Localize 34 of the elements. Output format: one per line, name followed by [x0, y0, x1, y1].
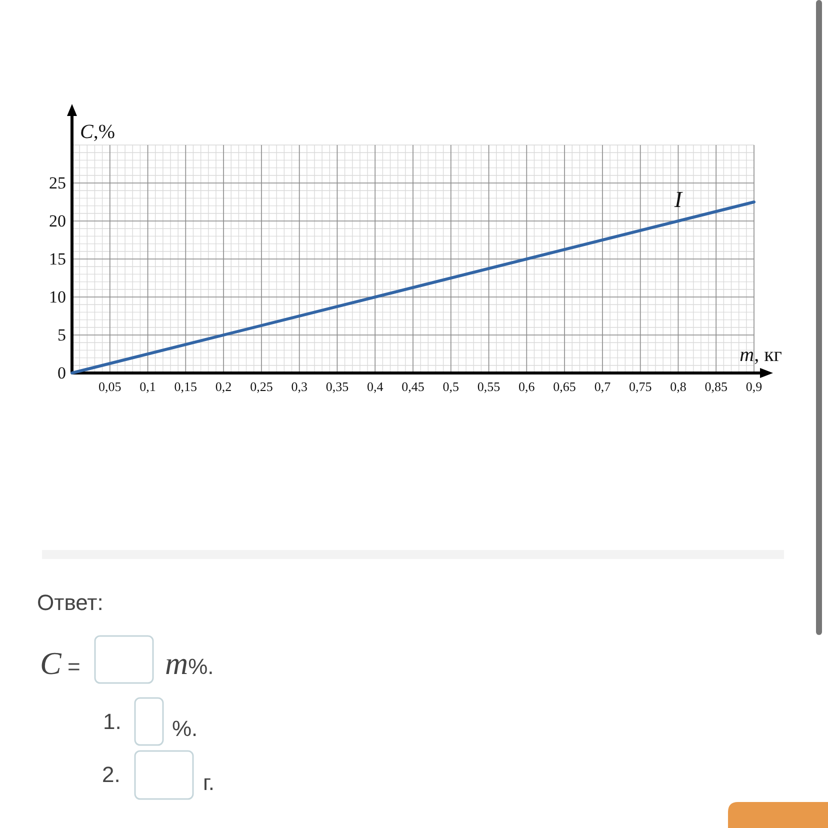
x-tick-label: 0,6 [518, 379, 536, 394]
x-tick-label: 0,45 [402, 379, 424, 394]
y-tick-label: 20 [49, 211, 66, 230]
text: г. [203, 770, 214, 795]
y-tick-label: 10 [49, 287, 66, 306]
x-tick-label: 0,7 [594, 379, 612, 394]
annotation: I [673, 187, 684, 212]
y-axis-title: C,% [80, 121, 116, 143]
y-tick-label: 25 [49, 173, 66, 192]
x-tick-label: 0,9 [746, 379, 762, 394]
text: Ответ: [37, 590, 104, 615]
x-tick-label: 0,75 [628, 379, 652, 394]
x-tick-label: 0,8 [670, 379, 686, 394]
x-tick-label: 0,25 [250, 379, 273, 394]
x-tick-label: 0,2 [215, 379, 232, 394]
y-tick-label: 15 [49, 249, 66, 268]
y-tick-label: 5 [58, 325, 66, 344]
text: 1. [103, 709, 122, 734]
text: 2. [102, 762, 120, 787]
x-axis-title: m, кг [740, 344, 782, 366]
text: C = [40, 645, 80, 681]
x-tick-label: 0,55 [477, 379, 500, 394]
x-tick-label: 0,65 [553, 379, 576, 394]
x-tick-label: 0,5 [442, 379, 460, 394]
x-tick-label: 0,35 [326, 379, 349, 394]
x-tick-label: 0,3 [291, 379, 308, 394]
x-tick-label: 0,85 [704, 379, 728, 394]
x-tick-label: 0,4 [366, 379, 384, 394]
x-tick-label: 0,1 [140, 379, 156, 394]
text: m%. [165, 645, 214, 681]
x-tick-label: 0,15 [174, 379, 198, 394]
y-tick-label: 0 [58, 363, 66, 382]
x-tick-label: 0,05 [98, 379, 122, 394]
text: %. [172, 716, 198, 741]
